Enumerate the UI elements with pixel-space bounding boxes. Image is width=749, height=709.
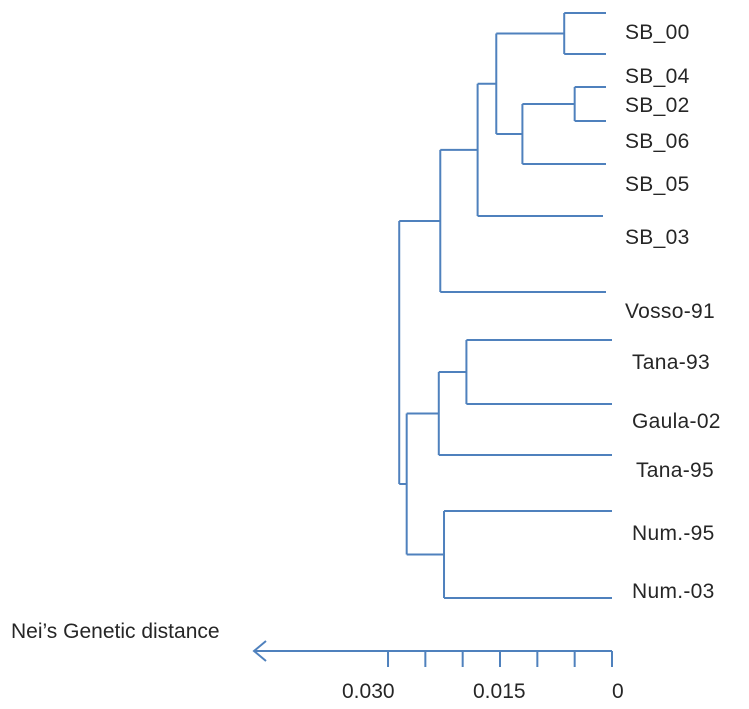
leaf-labels: SB_00 SB_04 SB_02 SB_06 SB_05 SB_03 Voss…	[625, 21, 721, 603]
leaf-label-tana-93: Tana-93	[632, 351, 710, 374]
axis-title: Nei’s Genetic distance	[11, 620, 220, 643]
leaf-label-vosso-91: Vosso-91	[625, 300, 715, 323]
leaf-label-num-03: Num.-03	[632, 580, 715, 603]
axis-ticks	[387, 651, 613, 667]
tick-label-0: 0	[612, 680, 624, 703]
axis-arrowhead	[252, 640, 267, 662]
leaf-label-gaula-02: Gaula-02	[632, 410, 721, 433]
leaf-label-sb-04: SB_04	[625, 65, 690, 88]
leaf-label-sb-05: SB_05	[625, 173, 690, 196]
leaf-label-num-95: Num.-95	[632, 522, 715, 545]
dendrogram-branches	[398, 12, 612, 599]
distance-axis: Nei’s Genetic distance 0.030 0.015 0	[11, 620, 624, 703]
tick-label-0-030: 0.030	[342, 680, 395, 703]
tick-label-0-015: 0.015	[473, 680, 526, 703]
leaf-label-sb-00: SB_00	[625, 21, 690, 44]
leaf-label-sb-03: SB_03	[625, 226, 690, 249]
leaf-label-tana-95: Tana-95	[636, 459, 714, 482]
leaf-label-sb-06: SB_06	[625, 130, 690, 153]
leaf-label-sb-02: SB_02	[625, 94, 690, 117]
